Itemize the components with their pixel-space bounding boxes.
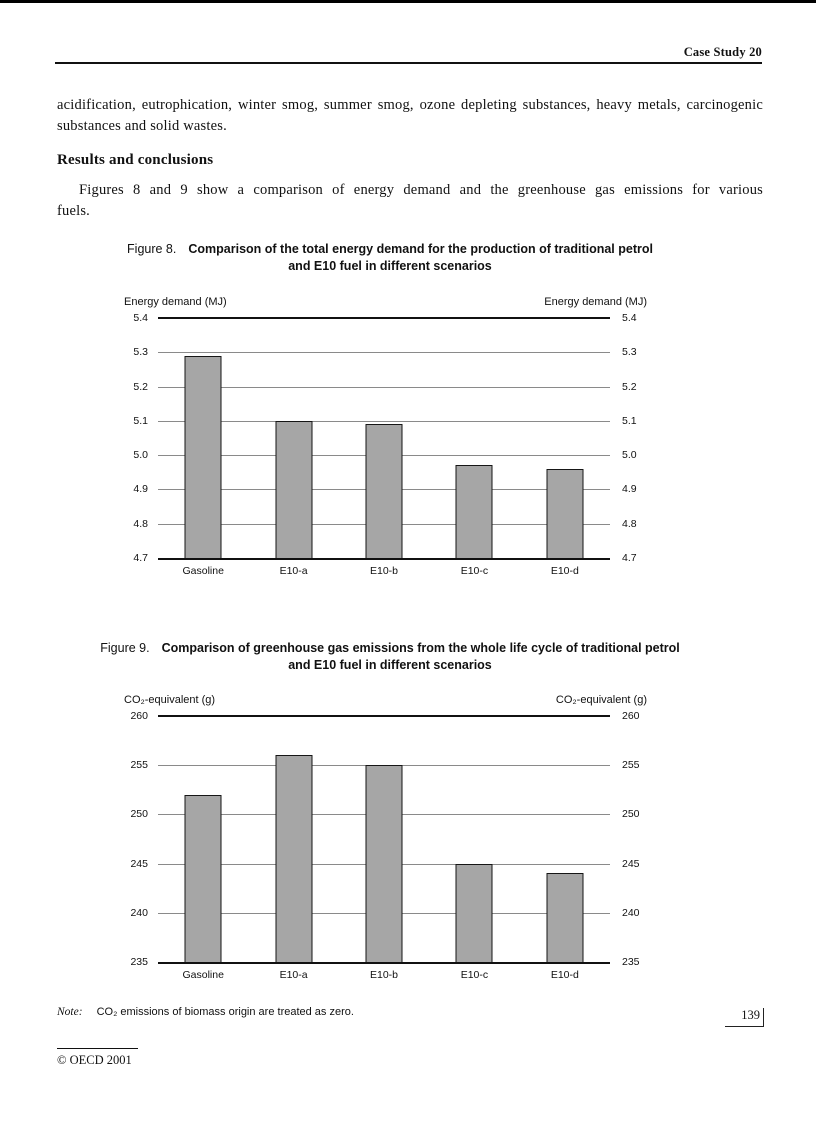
running-header: Case Study 20 bbox=[683, 45, 762, 59]
y-tick-label: 4.8 bbox=[622, 517, 637, 530]
y-tick-label: 255 bbox=[130, 758, 148, 771]
x-tick-label: E10-d bbox=[550, 969, 579, 981]
y-tick-label: 5.4 bbox=[622, 311, 637, 324]
bar-gasoline bbox=[184, 355, 222, 558]
figure9-axis-titles: CO₂-equivalent (g) CO₂-equivalent (g) bbox=[112, 694, 656, 707]
results-paragraph: Figures 8 and 9 show a comparison of ene… bbox=[57, 182, 763, 219]
bar-e10-b bbox=[365, 424, 403, 558]
bar-gasoline bbox=[184, 794, 222, 962]
page-number: 139 bbox=[725, 1008, 764, 1027]
figure8-plot-area: 5.4 5.3 5.2 5.1 5.0 4.9 4.8 4.7 5.4 5.3 5.2 5.1 5.0… bbox=[112, 313, 656, 563]
bar-e10-c bbox=[455, 465, 493, 558]
figure9-plot-area: 260 255 250 245 240 235 260 255 250 245 240 235 bbox=[112, 711, 656, 967]
y-tick-label: 260 bbox=[130, 709, 148, 722]
y-tick-label: 5.4 bbox=[133, 311, 148, 324]
footnote: Note: CO₂ emissions of biomass origin are… bbox=[57, 1006, 354, 1018]
figure9-chart: CO₂-equivalent (g) CO₂-equivalent (g) 26… bbox=[112, 694, 656, 981]
section-heading: Results and conclusions bbox=[57, 152, 214, 168]
figure9-caption: Figure 9. Comparison of greenhouse gas em… bbox=[65, 640, 715, 674]
figure9-title-line1: Comparison of greenhouse gas emissions f… bbox=[161, 641, 680, 655]
y-tick-label: 4.7 bbox=[133, 551, 148, 564]
y-axis-right: 5.4 5.3 5.2 5.1 5.0 4.9 4.8 4.7 bbox=[610, 313, 656, 563]
y-tick-label: 5.2 bbox=[622, 380, 637, 393]
axis-top-line bbox=[158, 317, 610, 319]
gridline bbox=[158, 386, 610, 388]
y-tick-label: 245 bbox=[130, 857, 148, 870]
y-tick-label: 5.2 bbox=[133, 380, 148, 393]
y-tick-label: 235 bbox=[622, 955, 640, 968]
axis-top-line bbox=[158, 715, 610, 717]
y-tick-label: 235 bbox=[130, 955, 148, 968]
figure8-title-line1: Comparison of the total energy demand fo… bbox=[188, 242, 653, 256]
y-axis-left: 260 255 250 245 240 235 bbox=[112, 711, 158, 967]
y-tick-label: 4.9 bbox=[133, 483, 148, 496]
y-tick-label: 250 bbox=[130, 808, 148, 821]
copyright-notice: © OECD 2001 bbox=[57, 1048, 138, 1068]
footnote-text: CO₂ emissions of biomass origin are trea… bbox=[96, 1006, 354, 1018]
x-tick-label: E10-a bbox=[279, 969, 308, 981]
x-tick-label: Gasoline bbox=[182, 969, 224, 981]
y-tick-label: 5.1 bbox=[133, 414, 148, 427]
y-tick-label: 255 bbox=[622, 758, 640, 771]
figure9-title-line2: and E10 fuel in different scenarios bbox=[288, 658, 492, 672]
y-tick-label: 5.1 bbox=[622, 414, 637, 427]
x-axis-labels: Gasoline E10-a E10-b E10-c E10-d bbox=[158, 969, 610, 981]
y-tick-label: 4.7 bbox=[622, 551, 637, 564]
bar-e10-a bbox=[275, 420, 313, 558]
bar-e10-d bbox=[546, 468, 584, 558]
y-tick-label: 240 bbox=[130, 906, 148, 919]
figure8-title-line2: and E10 fuel in different scenarios bbox=[288, 259, 492, 273]
bar-e10-d bbox=[546, 873, 584, 962]
y-tick-label: 240 bbox=[622, 906, 640, 919]
bar-e10-c bbox=[455, 863, 493, 962]
x-tick-label: Gasoline bbox=[182, 565, 224, 577]
figure9-label: Figure 9. bbox=[100, 641, 150, 655]
figure8-chart: Energy demand (MJ) Energy demand (MJ) 5.… bbox=[112, 296, 656, 577]
x-tick-label: E10-b bbox=[370, 565, 399, 577]
footnote-label: Note: bbox=[57, 1006, 83, 1018]
gridline bbox=[158, 352, 610, 354]
y-tick-label: 4.8 bbox=[133, 517, 148, 530]
page-top-rule bbox=[0, 0, 816, 3]
plot-region bbox=[158, 317, 610, 560]
x-tick-label: E10-c bbox=[460, 565, 489, 577]
plot-region bbox=[158, 715, 610, 964]
figure8-caption: Figure 8. Comparison of the total energy … bbox=[65, 241, 715, 275]
y-tick-label: 245 bbox=[622, 857, 640, 870]
y-tick-label: 5.3 bbox=[133, 346, 148, 359]
y-tick-label: 260 bbox=[622, 709, 640, 722]
y-axis-right: 260 255 250 245 240 235 bbox=[610, 711, 656, 967]
x-tick-label: E10-c bbox=[460, 969, 489, 981]
y-tick-label: 5.3 bbox=[622, 346, 637, 359]
figure8-label: Figure 8. bbox=[127, 242, 177, 256]
header-rule bbox=[55, 62, 762, 64]
figure9-caption-line1: Figure 9. Comparison of greenhouse gas em… bbox=[65, 640, 715, 657]
x-tick-label: E10-a bbox=[279, 565, 308, 577]
y-axis-title-left: Energy demand (MJ) bbox=[124, 296, 227, 308]
bar-e10-b bbox=[365, 765, 403, 962]
x-axis-labels: Gasoline E10-a E10-b E10-c E10-d bbox=[158, 565, 610, 577]
figure8-axis-titles: Energy demand (MJ) Energy demand (MJ) bbox=[112, 296, 656, 309]
y-axis-title-right: CO₂-equivalent (g) bbox=[555, 694, 647, 706]
y-axis-title-right: Energy demand (MJ) bbox=[544, 296, 647, 308]
y-tick-label: 4.9 bbox=[622, 483, 637, 496]
x-tick-label: E10-d bbox=[550, 565, 579, 577]
y-tick-label: 5.0 bbox=[133, 448, 148, 461]
figure8-caption-line1: Figure 8. Comparison of the total energy … bbox=[65, 241, 715, 258]
intro-paragraph: acidification, eutrophication, winter sm… bbox=[57, 97, 763, 134]
x-tick-label: E10-b bbox=[370, 969, 399, 981]
gridline bbox=[158, 420, 610, 422]
y-axis-left: 5.4 5.3 5.2 5.1 5.0 4.9 4.8 4.7 bbox=[112, 313, 158, 563]
y-tick-label: 5.0 bbox=[622, 448, 637, 461]
y-axis-title-left: CO₂-equivalent (g) bbox=[124, 694, 216, 706]
y-tick-label: 250 bbox=[622, 808, 640, 821]
bar-e10-a bbox=[275, 755, 313, 962]
